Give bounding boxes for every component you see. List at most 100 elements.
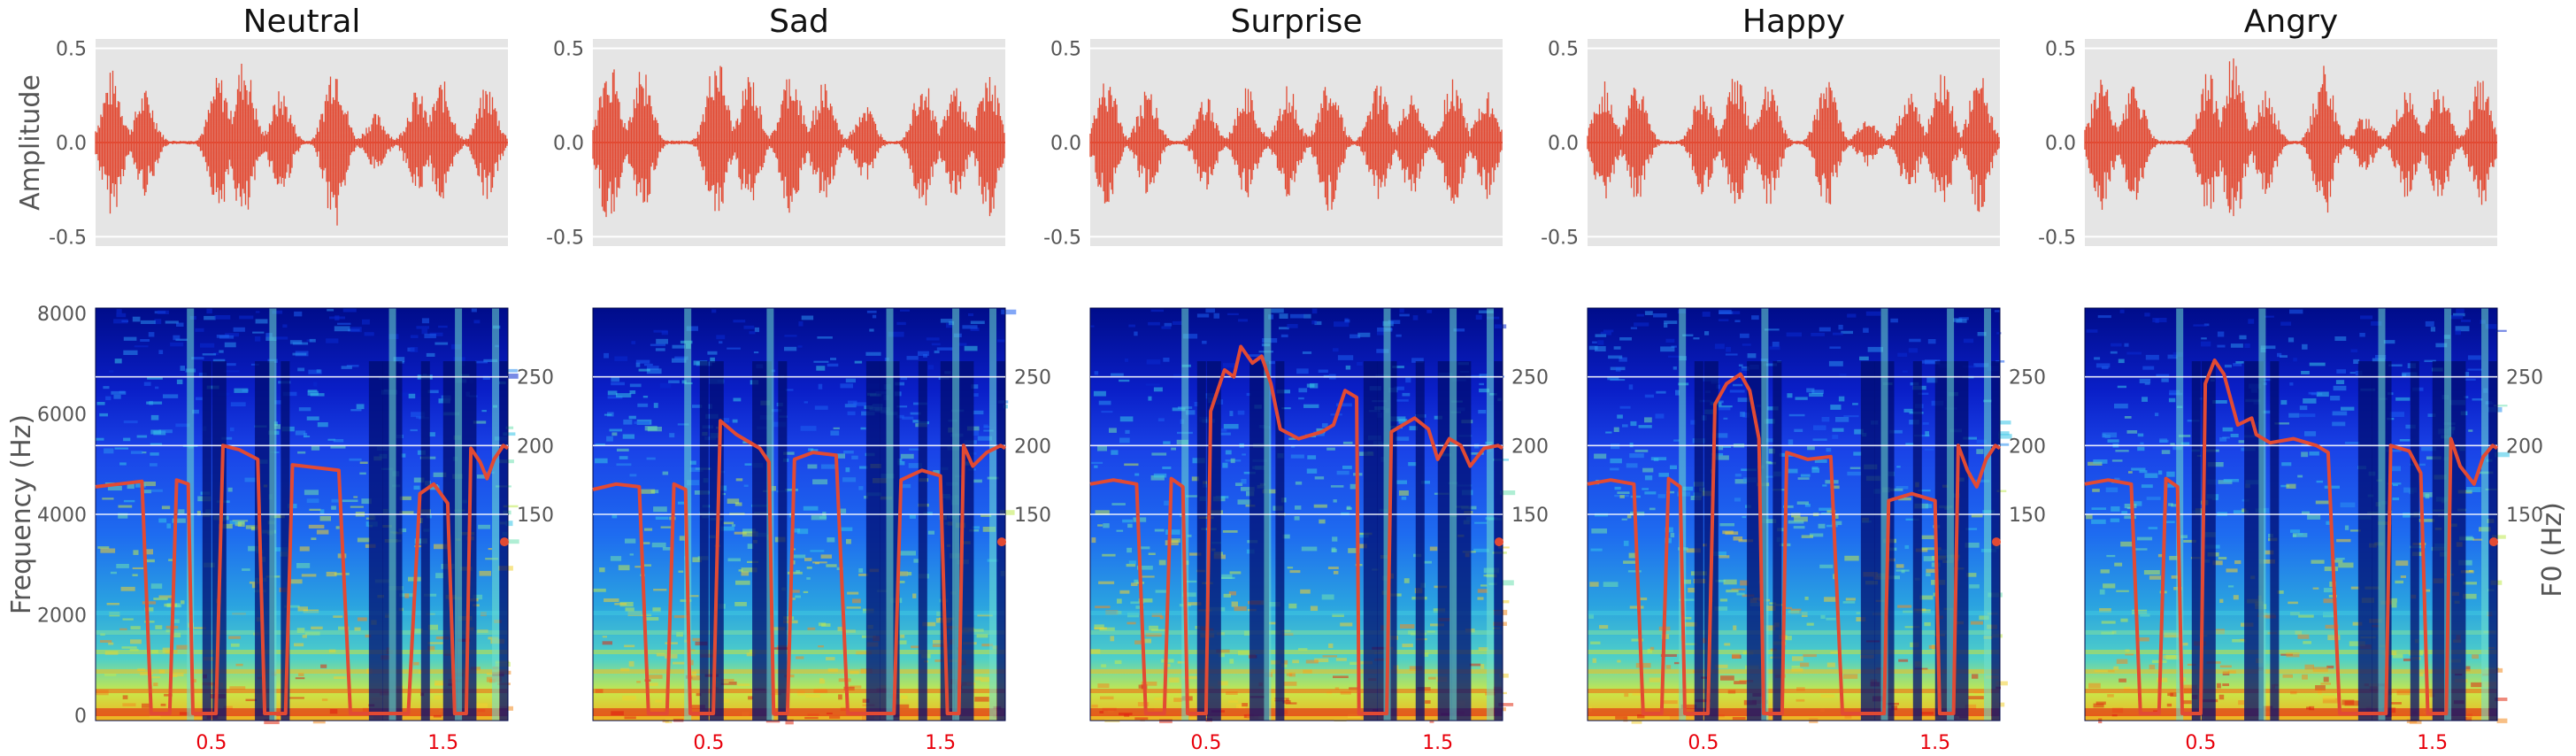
spectrogram-cell xyxy=(1649,646,1655,651)
spectrogram-cell xyxy=(193,627,206,629)
spectrogram-cell xyxy=(2139,378,2151,383)
spectrogram-cell xyxy=(1812,438,1827,441)
spectrogram-cell xyxy=(1218,681,1228,686)
spectrogram-cell xyxy=(1340,622,1353,627)
harmonic-band xyxy=(593,630,1005,635)
spectrogram-cell xyxy=(2453,312,2465,317)
spectrogram-cell xyxy=(309,508,321,511)
spectrogram-cell xyxy=(2131,467,2146,471)
spectrogram-cell xyxy=(1859,356,1869,361)
spectrogram-cell xyxy=(130,639,142,644)
spectrogram-cell xyxy=(1902,370,1908,373)
spectrogram-cell xyxy=(1271,308,1284,313)
spectrogram-cell xyxy=(1821,417,1830,422)
spectrogram-cell xyxy=(1765,460,1772,464)
spectrogram-cell xyxy=(1824,597,1836,602)
spectrogram-cell xyxy=(1830,405,1842,410)
waveform-ytick-label: 0.5 xyxy=(553,39,584,61)
spectrogram-cell xyxy=(1311,308,1318,314)
spectrogram-cell xyxy=(1903,408,1913,413)
spectrogram-cell xyxy=(2157,553,2164,558)
spectrogram-cell xyxy=(1740,412,1745,417)
spectrogram-cell xyxy=(1279,327,1289,330)
harmonic-band xyxy=(593,669,1005,674)
spectrogram-cell xyxy=(2118,678,2126,683)
spectrogram-cell xyxy=(158,429,173,434)
spectrogram-cell xyxy=(2289,382,2294,386)
spectrogram-cell xyxy=(172,619,180,623)
harmonic-band xyxy=(1588,630,2000,635)
spectrogram-cell xyxy=(852,598,861,604)
spectrogram-cell xyxy=(1592,658,1596,663)
spectrogram-cell xyxy=(122,695,128,699)
spectrogram-cell xyxy=(2274,422,2289,425)
spectrogram-cell xyxy=(2298,533,2303,536)
spectrogram-cell xyxy=(2114,403,2128,409)
spectrogram-cell xyxy=(1890,488,1903,491)
spectrogram-cell xyxy=(1477,589,1488,593)
spectrogram-cell xyxy=(611,432,618,436)
spectrogram-cell xyxy=(1738,368,1748,374)
spectrogram-cell xyxy=(1295,505,1302,510)
spectrogram-cell xyxy=(228,636,241,639)
spectrogram-cell xyxy=(1186,495,1198,498)
spectrogram-cell xyxy=(408,393,416,399)
spectrogram-silence xyxy=(202,361,211,721)
spectrogram-cell xyxy=(1149,625,1158,631)
spectrogram-cell xyxy=(1311,320,1317,325)
spectrogram-cell xyxy=(769,693,781,696)
spectrogram-cell xyxy=(172,518,186,523)
frequency-ytick-label: 2000 xyxy=(37,606,87,628)
spectrogram-cell xyxy=(2187,663,2196,666)
spectrogram-cell xyxy=(1644,417,1652,423)
spectrogram-cell xyxy=(297,606,308,612)
spectrogram-cell xyxy=(335,526,340,529)
spectrogram-cell xyxy=(1110,636,1115,642)
spectrogram-cell xyxy=(1963,436,1977,440)
spectrogram-cell xyxy=(2427,413,2436,417)
spectrogram-cell xyxy=(1101,664,1107,667)
spectrogram-cell xyxy=(1631,719,1642,724)
spectrogram-cell xyxy=(1335,658,1347,661)
spectrogram-cell xyxy=(155,625,163,629)
spectrogram-cell xyxy=(96,437,104,441)
spectrogram-cell xyxy=(2288,337,2295,343)
spectrogram-cell xyxy=(1772,342,1780,347)
spectrogram-cell xyxy=(614,356,628,361)
waveform-ytick-label: -0.5 xyxy=(2038,227,2076,249)
spectrogram-cell xyxy=(2308,391,2318,395)
spectrogram-cell xyxy=(1223,593,1231,598)
spectrogram-cell xyxy=(849,685,862,689)
spectrogram-cell xyxy=(1723,579,1737,585)
spectrogram-cell xyxy=(1172,320,1182,325)
spectrogram-cell xyxy=(616,393,632,397)
spectrogram-cell xyxy=(1141,681,1157,686)
spectrogram-cell xyxy=(435,636,450,640)
spectrogram-cell xyxy=(1904,544,1910,550)
spectrogram-cell xyxy=(629,553,634,556)
spectrogram-cell xyxy=(653,403,658,408)
spectrogram-cell xyxy=(2212,400,2227,404)
spectrogram-cell xyxy=(1722,445,1732,448)
spectrogram-cell xyxy=(2349,372,2356,374)
spectrogram-cell xyxy=(1965,543,1980,548)
spectrogram-texture xyxy=(1588,310,2012,724)
spectrogram-cell xyxy=(1307,455,1317,459)
spectrogram-cell xyxy=(413,485,420,490)
spectrogram-cell xyxy=(973,410,984,415)
spectrogram-cell xyxy=(2350,586,2360,590)
spectrogram-cell xyxy=(1202,340,1207,344)
spectrogram-cell xyxy=(1826,510,1836,513)
spectrogram-cell xyxy=(1668,355,1683,358)
spectrogram-silence xyxy=(1860,361,1875,721)
spectrogram-cell xyxy=(811,449,819,452)
time-xtick-label: 1.5 xyxy=(2417,732,2448,754)
spectrogram-cell xyxy=(796,656,804,660)
spectrogram-cell xyxy=(691,675,701,681)
spectrogram-cell xyxy=(1898,497,1911,501)
spectrogram-cell xyxy=(733,397,742,402)
spectrogram-cell xyxy=(1191,476,1199,482)
harmonic-band xyxy=(593,611,1005,615)
spectrogram-cell xyxy=(334,315,340,321)
spectrogram-cell xyxy=(1622,424,1628,428)
